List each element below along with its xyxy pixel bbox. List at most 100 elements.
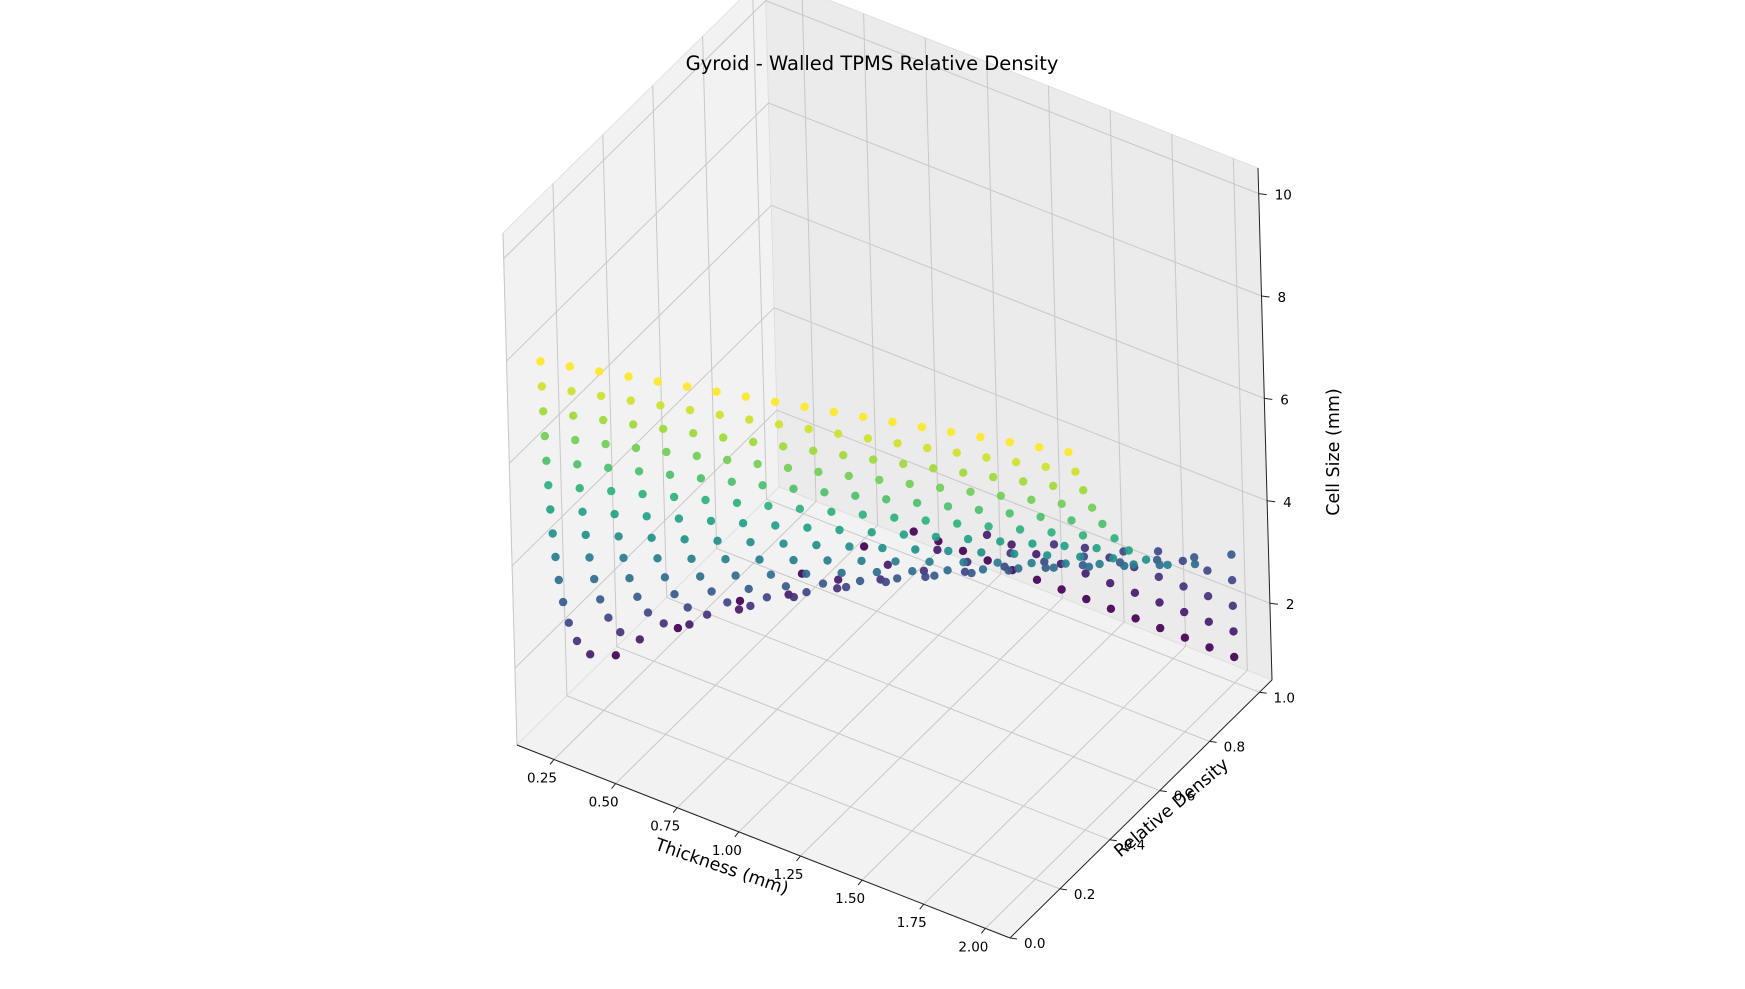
data-point (802, 569, 811, 578)
data-point (814, 467, 823, 477)
data-point (1106, 604, 1116, 613)
data-point (976, 432, 985, 442)
y-tick-label: 0.4 (1124, 838, 1145, 854)
data-point (893, 439, 902, 448)
data-point (1203, 566, 1212, 575)
data-point (921, 516, 930, 525)
data-point (1049, 540, 1059, 549)
data-point (604, 463, 613, 472)
data-point (935, 483, 945, 492)
z-tick-label: 10 (1275, 188, 1292, 204)
data-point (540, 431, 549, 441)
data-point (959, 558, 968, 567)
data-point (635, 635, 644, 644)
data-point (1129, 560, 1138, 569)
x-tick-mark (672, 807, 678, 814)
data-point (749, 437, 758, 447)
z-tick-mark (1267, 500, 1276, 503)
data-point (662, 447, 671, 457)
data-point (542, 456, 551, 465)
data-point (1106, 579, 1115, 588)
data-point (1064, 448, 1073, 457)
data-point (899, 530, 908, 539)
data-point (984, 522, 993, 531)
data-point (567, 387, 576, 396)
data-point (631, 443, 641, 453)
x-grid-line (800, 85, 1063, 857)
data-point (1155, 598, 1164, 607)
y-tick-mark (1109, 839, 1117, 842)
data-point (685, 405, 695, 415)
y-axis-line (1009, 679, 1273, 939)
data-point (872, 567, 882, 577)
data-point (1067, 516, 1076, 525)
data-point (1190, 553, 1199, 562)
y-tick-mark (1209, 740, 1217, 743)
data-point (891, 557, 900, 566)
data-point (689, 429, 698, 438)
data-point (996, 491, 1006, 500)
data-point (624, 372, 633, 381)
data-point (758, 481, 767, 490)
data-point (572, 636, 582, 646)
data-point (692, 451, 701, 461)
data-point (1007, 540, 1016, 549)
data-point (834, 429, 843, 438)
data-point (804, 424, 813, 434)
x-tick-label: 2.00 (958, 939, 988, 955)
data-point (966, 487, 975, 496)
chart-title: Gyroid - Walled TPMS Relative Density (686, 52, 1059, 75)
data-point (858, 412, 868, 422)
data-point (933, 545, 942, 555)
data-point (835, 525, 844, 535)
data-point (802, 588, 811, 597)
data-point (738, 519, 748, 528)
data-point (982, 453, 991, 462)
data-point (882, 495, 891, 504)
data-point (1028, 539, 1037, 548)
data-point (573, 460, 582, 469)
data-point (1130, 588, 1140, 597)
x-tick-mark (734, 831, 740, 838)
data-point (741, 392, 750, 401)
x-tick-mark (857, 879, 863, 886)
data-point (1204, 617, 1214, 626)
data-point (875, 475, 884, 485)
data-point (687, 554, 696, 563)
data-point (812, 540, 821, 550)
data-point (1076, 552, 1085, 561)
data-point (544, 481, 553, 490)
data-point (731, 571, 740, 580)
x-grid-line (923, 134, 1187, 905)
data-point (881, 577, 890, 587)
data-point (844, 471, 853, 481)
data-point (869, 455, 878, 464)
data-point (536, 357, 545, 366)
data-point (1049, 481, 1058, 491)
x-tick-label: 0.25 (527, 770, 557, 786)
data-point (1005, 509, 1014, 518)
x-grid-line (553, 0, 817, 760)
data-point (779, 539, 788, 548)
data-point (1015, 525, 1025, 534)
data-point (1071, 467, 1080, 476)
data-point (1095, 559, 1104, 569)
x-axis-line (516, 744, 1011, 939)
data-point (1060, 541, 1069, 551)
data-point (883, 560, 892, 569)
data-point (1081, 569, 1090, 578)
z-tick-mark (1261, 295, 1270, 298)
data-point (626, 396, 635, 405)
data-point (1190, 559, 1200, 569)
data-point (982, 530, 992, 540)
y-tick-label: 0.0 (1024, 936, 1045, 952)
data-point (744, 584, 753, 594)
data-point (1230, 652, 1239, 662)
data-point (665, 470, 675, 479)
data-point (554, 575, 563, 585)
data-point (633, 592, 642, 601)
data-point (546, 505, 555, 514)
data-point (841, 582, 851, 592)
data-point (878, 543, 887, 553)
